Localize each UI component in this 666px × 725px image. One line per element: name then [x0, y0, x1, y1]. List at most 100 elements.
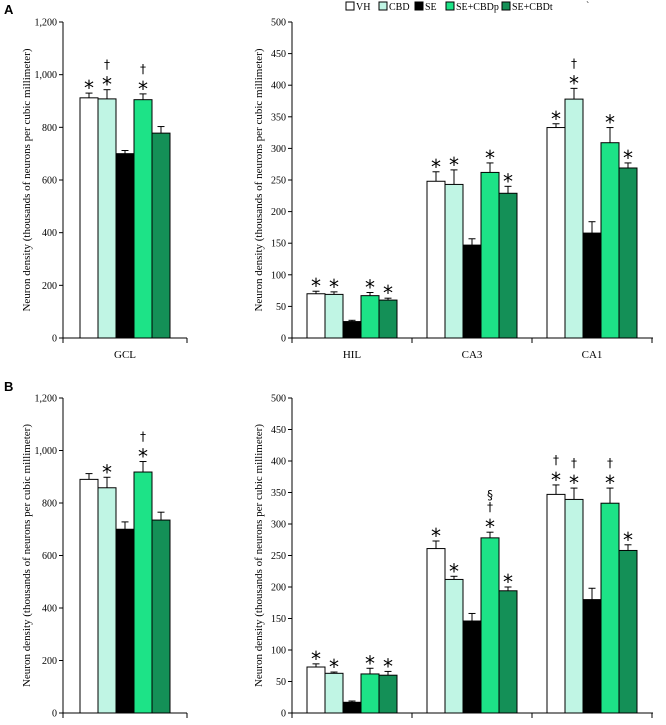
- y-tick-label: 1,000: [35, 446, 58, 457]
- y-tick-label: 150: [271, 614, 286, 625]
- panel-label: A: [4, 2, 14, 17]
- y-tick-label: 100: [271, 646, 286, 657]
- bar-vh-ca3: [426, 180, 446, 339]
- bar-cbd-gcl: [97, 487, 117, 714]
- bar-vh-gcl: [79, 97, 99, 339]
- significance-dagger: †: [140, 62, 146, 76]
- y-tick-label: 1,200: [35, 18, 58, 29]
- bar-vh-ca1: [546, 127, 566, 339]
- bar-cbd-hil: [324, 672, 344, 714]
- bar-se-cbdp-ca3: [480, 537, 500, 714]
- legend-swatch: [445, 1, 455, 11]
- significance-star: *: [605, 471, 615, 495]
- category-label: CA3: [462, 349, 483, 361]
- bar-vh-hil: [306, 293, 326, 339]
- bar-se-gcl: [115, 528, 135, 714]
- bar-cbd-ca1: [564, 98, 584, 339]
- chart-a-gcl: A Neuron density (thousands of neurons pe…: [4, 2, 188, 361]
- significance-dagger: †: [487, 500, 493, 514]
- significance-star: *: [138, 445, 148, 469]
- y-tick-label: 1,000: [35, 70, 58, 81]
- bar-vh-ca1: [546, 493, 566, 714]
- category-label: GCL: [114, 349, 136, 361]
- y-tick-label: 350: [271, 488, 286, 499]
- y-tick-label: 800: [42, 499, 57, 510]
- bar-se-cbdp-ca1: [600, 502, 620, 714]
- bar-se-hil: [342, 701, 362, 714]
- significance-section: §: [487, 488, 493, 502]
- significance-star: *: [329, 655, 339, 679]
- significance-star: *: [311, 274, 321, 298]
- y-axis-label: Neuron density (thousands of neurons per…: [21, 424, 33, 687]
- bar-se-cbdt-hil: [378, 299, 398, 339]
- y-axis-label: Neuron density (thousands of neurons per…: [21, 48, 33, 311]
- legend-label: VH: [356, 2, 370, 13]
- y-tick-label: 0: [281, 334, 286, 345]
- legend-swatch: [414, 1, 424, 11]
- significance-dagger: †: [607, 456, 613, 470]
- y-tick-label: 500: [271, 18, 286, 29]
- bar-se-cbdt-ca1: [618, 549, 638, 714]
- significance-star: *: [365, 275, 375, 299]
- significance-dagger: †: [571, 56, 577, 70]
- bar-se-gcl: [115, 153, 135, 339]
- y-tick-label: 1,200: [35, 394, 58, 405]
- significance-star: *: [102, 73, 112, 97]
- legend-label: SE: [425, 2, 437, 13]
- y-tick-label: 400: [271, 81, 286, 92]
- legend-label: CBD: [389, 2, 410, 13]
- y-tick-label: 450: [271, 425, 286, 436]
- bar-se-cbdp-ca3: [480, 171, 500, 339]
- y-tick-label: 300: [271, 144, 286, 155]
- bar-se-ca3: [462, 244, 482, 339]
- y-tick-label: 0: [52, 334, 57, 345]
- y-tick-label: 0: [281, 709, 286, 720]
- legend-item-se: SE: [414, 1, 437, 13]
- significance-dagger: †: [140, 430, 146, 444]
- y-tick-label: 200: [271, 207, 286, 218]
- y-tick-label: 100: [271, 270, 286, 281]
- bar-se-cbdp-gcl: [133, 471, 153, 714]
- bar-se-ca3: [462, 620, 482, 714]
- bar-cbd-ca3: [444, 578, 464, 714]
- bar-se-cbdt-hil: [378, 674, 398, 714]
- bar-se-ca1: [582, 599, 602, 714]
- bar-se-hil: [342, 321, 362, 339]
- bar-cbd-ca1: [564, 498, 584, 714]
- significance-star: *: [383, 654, 393, 678]
- y-tick-label: 50: [276, 677, 286, 688]
- y-tick-label: 800: [42, 123, 57, 134]
- bar-vh-gcl: [79, 478, 99, 714]
- significance-star: *: [485, 515, 495, 539]
- significance-star: *: [84, 76, 94, 100]
- significance-star: *: [551, 468, 561, 492]
- significance-dagger: †: [571, 456, 577, 470]
- y-tick-label: 300: [271, 520, 286, 531]
- significance-star: *: [329, 275, 339, 299]
- bar-vh-ca3: [426, 548, 446, 714]
- bar-se-cbdt-gcl: [151, 132, 171, 339]
- significance-star: *: [431, 524, 441, 548]
- legend-swatch: [378, 1, 388, 11]
- bar-se-cbdp-ca1: [600, 142, 620, 339]
- significance-star: *: [569, 471, 579, 495]
- chart-b-regions: Neuron density (thousands of neurons per…: [253, 394, 653, 725]
- significance-star: *: [383, 281, 393, 305]
- legend: VH CBD SE SE+CBDp SE+CBDt `: [345, 1, 589, 13]
- legend-item-se-cbdt: SE+CBDt: [501, 1, 553, 13]
- significance-dagger: †: [553, 453, 559, 467]
- y-tick-label: 400: [42, 228, 57, 239]
- bar-se-cbdt-ca1: [618, 167, 638, 339]
- chart-a-regions: Neuron density (thousands of neurons per…: [253, 18, 653, 361]
- significance-star: *: [551, 107, 561, 131]
- y-tick-label: 600: [42, 551, 57, 562]
- significance-star: *: [138, 77, 148, 101]
- significance-star: *: [569, 71, 579, 95]
- significance-star: *: [311, 647, 321, 671]
- legend-swatch: [345, 1, 355, 11]
- category-label: CA1: [582, 349, 603, 361]
- y-tick-label: 400: [42, 604, 57, 615]
- y-tick-label: 200: [42, 656, 57, 667]
- y-tick-label: 0: [52, 709, 57, 720]
- category-label: HIL: [343, 349, 362, 361]
